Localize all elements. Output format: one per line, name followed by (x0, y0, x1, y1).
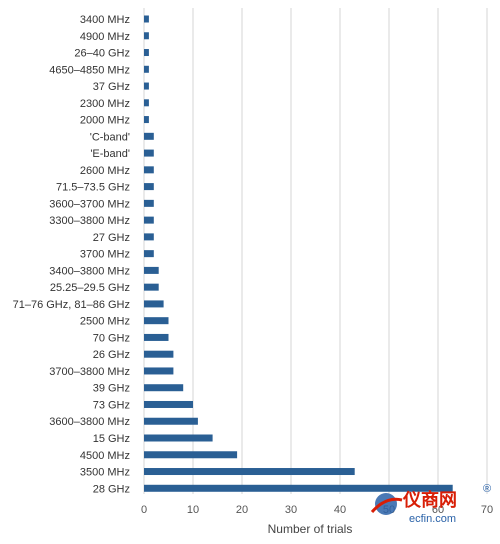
bar (144, 283, 159, 291)
watermark-swoosh-icon (370, 497, 403, 514)
category-label: 3300–3800 MHz (49, 215, 130, 227)
x-tick-label: 60 (432, 504, 444, 516)
bar (144, 149, 154, 157)
watermark-brand: 仪商网 (402, 489, 457, 511)
category-label: 73 GHz (93, 399, 130, 411)
watermark-site: ecfin.com (409, 513, 456, 525)
category-label: 4650–4850 MHz (49, 64, 130, 76)
category-label: 39 GHz (93, 383, 130, 395)
bar (144, 384, 184, 392)
category-label: 3700 MHz (80, 249, 130, 261)
category-label: 27 GHz (93, 232, 130, 244)
bar (144, 434, 213, 442)
x-tick-label: 20 (236, 504, 248, 516)
category-label: 3400–3800 MHz (49, 265, 130, 277)
bar (144, 250, 154, 258)
category-label: 71–76 GHz, 81–86 GHz (13, 299, 130, 311)
bar (144, 49, 149, 57)
category-label: 28 GHz (93, 483, 130, 495)
bar (144, 99, 149, 107)
watermark-registered: ® (483, 483, 491, 495)
category-label: 3600–3700 MHz (49, 198, 130, 210)
x-tick-label: 10 (187, 504, 199, 516)
bar (144, 233, 154, 241)
category-label: 71.5–73.5 GHz (56, 182, 130, 194)
category-label: 2300 MHz (80, 98, 130, 110)
category-label: 3400 MHz (80, 14, 130, 26)
category-label: 3700–3800 MHz (49, 366, 130, 378)
bar (144, 216, 154, 224)
watermark-logo: 仪商网 ® ecfin.com (370, 483, 491, 525)
x-tick-label: 0 (141, 504, 147, 516)
category-label: 'C-band' (90, 131, 130, 143)
bar (144, 300, 164, 308)
bar (144, 65, 149, 73)
bar (144, 116, 149, 124)
bar (144, 166, 154, 174)
x-tick-label: 30 (285, 504, 297, 516)
category-label: 3500 MHz (80, 467, 130, 479)
category-label: 'E-band' (90, 148, 130, 160)
category-label: 2500 MHz (80, 316, 130, 328)
bars (144, 15, 453, 492)
bar (144, 317, 169, 325)
bar (144, 468, 355, 476)
category-label: 70 GHz (93, 332, 130, 344)
category-label: 15 GHz (93, 433, 130, 445)
bar (144, 32, 149, 40)
bar (144, 132, 154, 140)
bar (144, 199, 154, 207)
bar (144, 82, 149, 90)
x-axis-title: Number of trials (268, 522, 353, 536)
bar (144, 400, 193, 408)
bar (144, 484, 453, 492)
bar (144, 266, 159, 274)
bar (144, 183, 154, 191)
category-label: 26 GHz (93, 349, 130, 361)
bar (144, 451, 238, 459)
x-tick-label: 40 (334, 504, 346, 516)
bar (144, 350, 174, 358)
bar (144, 367, 174, 375)
category-label: 26–40 GHz (74, 48, 130, 60)
category-label: 25.25–29.5 GHz (50, 282, 130, 294)
category-label: 2600 MHz (80, 165, 130, 177)
bar (144, 15, 149, 23)
category-label: 4900 MHz (80, 31, 130, 43)
category-label: 2000 MHz (80, 115, 130, 127)
category-label: 4500 MHz (80, 450, 130, 462)
bar (144, 417, 198, 425)
category-label: 3600–3800 MHz (49, 416, 130, 428)
gridlines (143, 8, 488, 494)
bar (144, 333, 169, 341)
x-tick-label: 70 (481, 504, 493, 516)
category-labels: 3400 MHz 4900 MHz 26–40 GHz 4650–4850 MHz 37… (13, 14, 130, 495)
category-label: 37 GHz (93, 81, 130, 93)
